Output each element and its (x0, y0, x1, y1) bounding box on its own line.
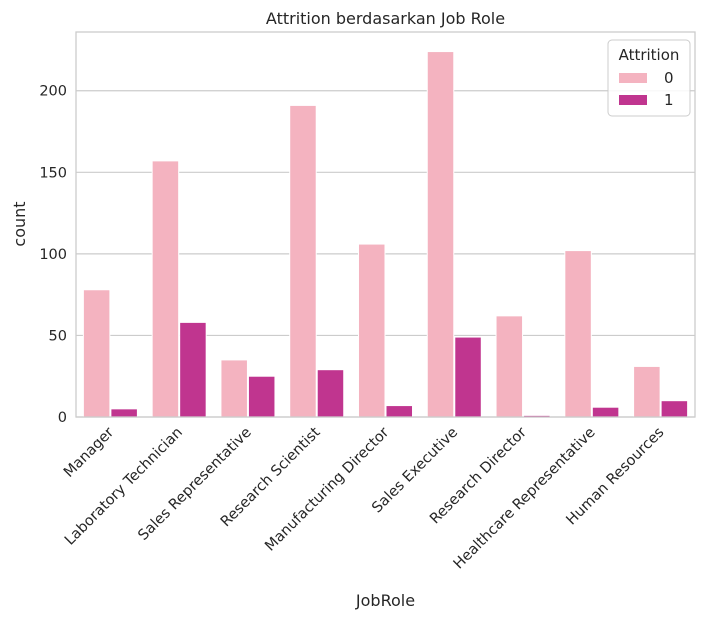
x-tick-label: Healthcare Representative (451, 424, 599, 572)
bar-1-0 (110, 408, 138, 418)
legend-label-1: 1 (664, 91, 674, 109)
bar-1-3 (316, 369, 345, 418)
bar-0-0 (82, 289, 111, 418)
y-tick-label: 200 (39, 84, 67, 100)
bar-0-3 (289, 104, 317, 418)
legend-label-0: 0 (664, 69, 674, 87)
y-tick-label: 0 (58, 410, 67, 426)
plot-frame (75, 31, 696, 418)
x-tick-label: Sales Representative (135, 424, 254, 543)
bar-1-8 (660, 400, 689, 418)
x-tick-label: Manufacturing Director (262, 424, 392, 554)
legend: Attrition 0 1 (607, 39, 691, 117)
axes-spines (75, 31, 696, 418)
bar-0-4 (357, 243, 386, 418)
bar-1-7 (591, 406, 620, 418)
legend-title: Attrition (619, 46, 680, 64)
bar-0-5 (426, 51, 455, 418)
bar-0-8 (633, 365, 661, 418)
bar-1-2 (247, 375, 276, 418)
bars (82, 51, 689, 418)
legend-swatch-1 (619, 95, 647, 105)
x-tick-label: Laboratory Technician (62, 425, 186, 549)
x-tick-label: Manager (61, 424, 117, 480)
chart-title: Attrition berdasarkan Job Role (266, 9, 505, 28)
legend-swatch-0 (619, 73, 647, 83)
y-tick-label: 100 (39, 247, 67, 263)
bar-1-5 (454, 336, 482, 418)
bar-1-1 (179, 321, 207, 418)
y-tick-label: 50 (49, 328, 67, 344)
bar-1-4 (385, 405, 414, 418)
bar-0-2 (220, 359, 248, 418)
x-axis-label: JobRole (355, 591, 415, 610)
y-tick-label: 150 (39, 165, 67, 181)
bar-0-7 (564, 250, 592, 418)
y-ticks: 0 50 100 150 200 (39, 84, 67, 426)
bar-0-1 (151, 160, 180, 418)
bar-0-6 (495, 315, 524, 418)
y-axis-label: count (10, 201, 29, 246)
